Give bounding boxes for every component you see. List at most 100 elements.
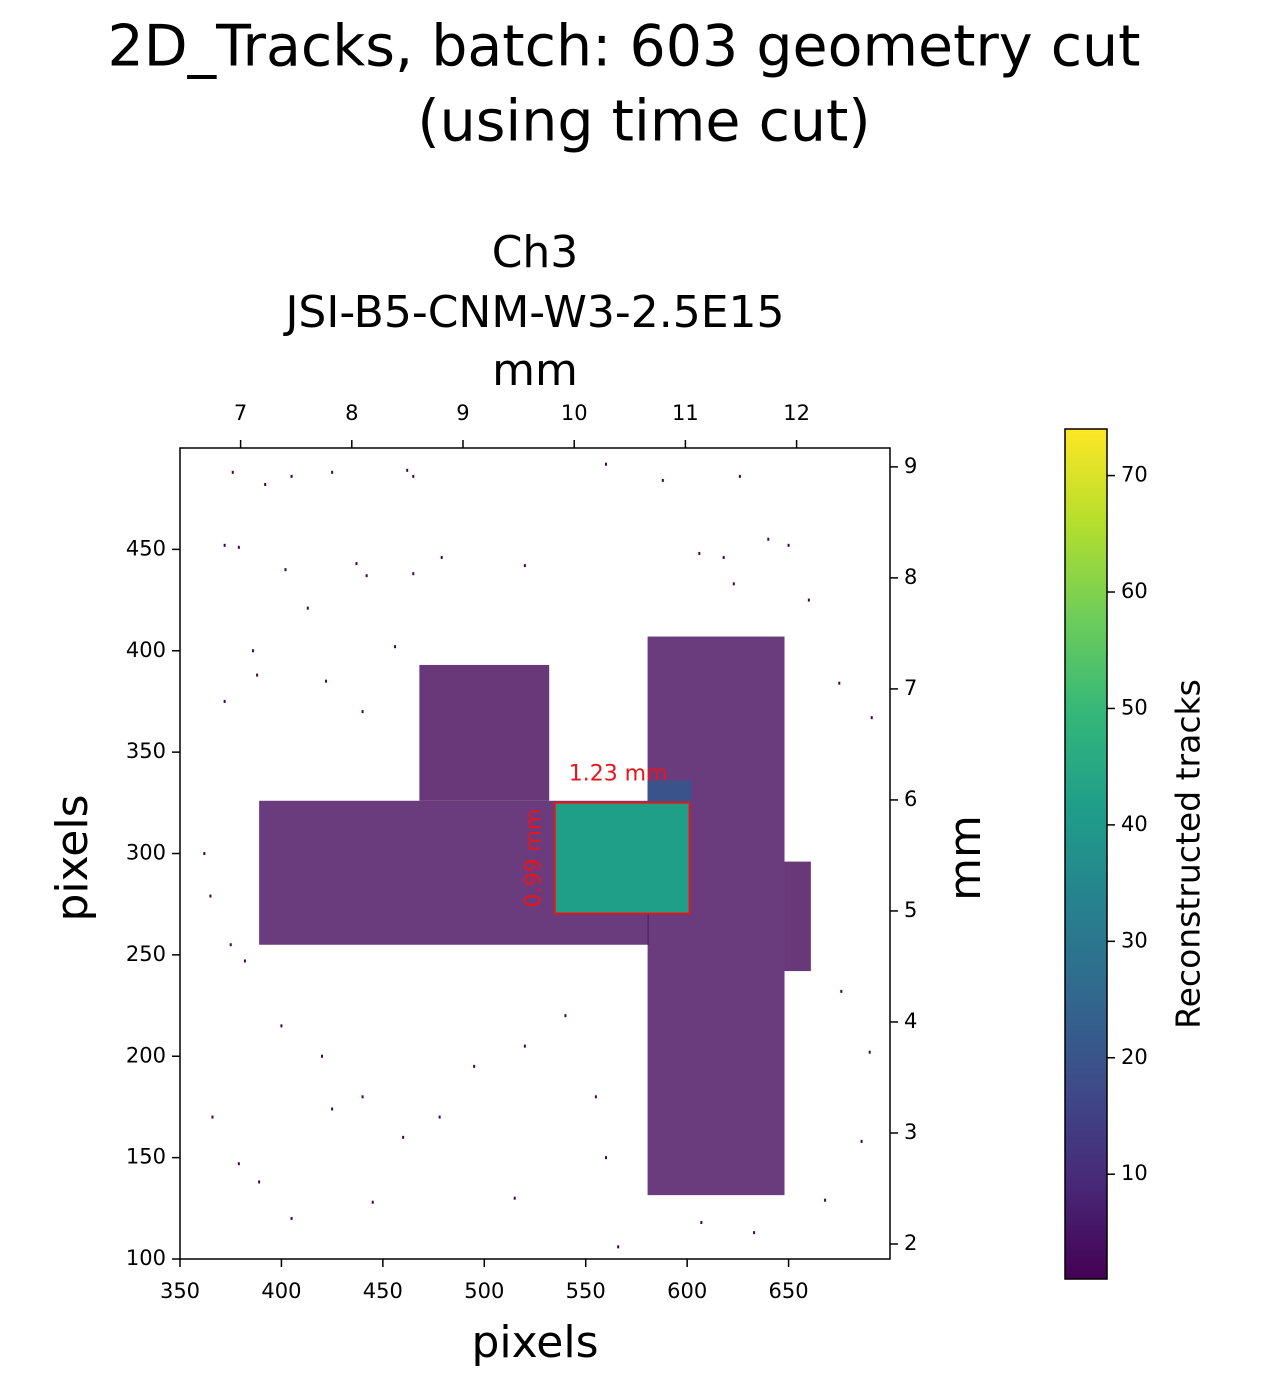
hist-point (365, 574, 368, 578)
hist-point (331, 470, 334, 474)
hist-point (203, 852, 206, 855)
hist-point (402, 1135, 405, 1139)
hist-point (412, 474, 415, 478)
hist-point (807, 598, 810, 602)
y-tick-label: 100 (126, 1246, 166, 1270)
y2-label: mm (940, 815, 991, 901)
hist-point (264, 482, 267, 486)
colorbar (1064, 428, 1108, 1280)
hist-point (355, 562, 358, 566)
chart-title: 2D_Tracks, batch: 603 geometry cut (107, 14, 1140, 80)
hist-point (258, 1180, 261, 1184)
x-tick-label: 500 (464, 1279, 504, 1303)
hist-point (868, 1050, 871, 1054)
y-tick-label: 250 (126, 942, 166, 966)
hist-point (284, 568, 287, 572)
y-tick-label: 350 (126, 739, 166, 763)
y2-tick-label: 4 (904, 1009, 917, 1033)
hist-point (860, 1139, 863, 1143)
hist-point (732, 582, 735, 586)
hist-cell (647, 636, 785, 1196)
hist-point (824, 1198, 827, 1202)
hist-point (237, 545, 240, 549)
x-label: pixels (471, 1317, 598, 1368)
hist-point (738, 474, 741, 478)
hist-point (371, 1200, 374, 1204)
hist-point (223, 543, 226, 547)
hist-point (617, 1245, 620, 1249)
colorbar-label: Reconstructed tracks (1169, 679, 1208, 1029)
hist-point (722, 555, 725, 559)
colorbar-tick-label: 40 (1121, 812, 1148, 836)
plot-title: JSI-B5-CNM-W3-2.5E15 (282, 287, 784, 338)
y-label: pixels (47, 794, 98, 921)
hist-point (321, 1054, 323, 1058)
hist-point (513, 1196, 516, 1200)
hist-point (753, 1231, 756, 1235)
y-tick-label: 200 (126, 1043, 166, 1067)
hist-point (211, 1115, 214, 1119)
y2-tick-label: 9 (904, 454, 917, 478)
x2-label: mm (492, 345, 578, 396)
y2-tick-label: 2 (904, 1231, 917, 1255)
hist-point (223, 699, 226, 703)
colorbar-tick-label: 70 (1121, 463, 1148, 487)
hist-point (605, 1156, 607, 1160)
hist-point (840, 989, 843, 993)
hist-point (331, 1107, 334, 1111)
x-tick-label: 600 (667, 1279, 707, 1303)
hist-point (325, 679, 328, 683)
hist-point (406, 468, 409, 472)
hist-point (787, 543, 790, 547)
hist-point (473, 1064, 476, 1068)
y2-tick-label: 6 (904, 787, 917, 811)
hist-point (564, 1014, 567, 1018)
cut-width-label: 1.23 mm (569, 762, 668, 787)
x2-tick-label: 10 (561, 401, 588, 425)
hist-point (361, 1095, 364, 1099)
x-tick-label: 550 (566, 1279, 606, 1303)
hist-cell (554, 802, 690, 914)
colorbar-tick-label: 30 (1121, 928, 1148, 952)
chart-subtitle: (using time cut) (417, 89, 870, 155)
hist-point (870, 716, 873, 720)
x-tick-label: 650 (769, 1279, 809, 1303)
colorbar-tick-label: 20 (1121, 1045, 1148, 1069)
hist-point (243, 959, 246, 963)
hist-point (229, 943, 232, 947)
x2-tick-label: 12 (783, 401, 810, 425)
hist-point (605, 462, 607, 466)
y2-tick-label: 8 (904, 565, 917, 589)
hist-point (661, 478, 664, 482)
colorbar-tick-label: 50 (1121, 695, 1148, 719)
hist-point (290, 474, 293, 478)
hist-point (767, 537, 770, 541)
x2-tick-label: 7 (234, 401, 247, 425)
hist-point (231, 470, 234, 474)
cut-height-label: 0.99 mm (522, 809, 547, 908)
hist-point (237, 1162, 240, 1166)
y2-tick-label: 5 (904, 898, 917, 922)
hist-point (306, 606, 309, 610)
y-tick-label: 450 (126, 536, 166, 560)
hist-cell (419, 664, 550, 801)
x-tick-label: 350 (160, 1279, 200, 1303)
y2-tick-label: 3 (904, 1120, 917, 1144)
y-tick-label: 400 (126, 638, 166, 662)
plot-title: Ch3 (492, 227, 579, 278)
hist-point (523, 564, 526, 568)
x2-tick-label: 8 (345, 401, 358, 425)
y-tick-label: 150 (126, 1145, 166, 1169)
hist-cell (784, 861, 811, 972)
hist-point (252, 649, 255, 653)
y2-tick-label: 7 (904, 676, 917, 700)
colorbar-tick-label: 60 (1121, 579, 1148, 603)
hist-point (438, 1115, 441, 1119)
x2-tick-label: 9 (456, 401, 469, 425)
hist-point (280, 1024, 283, 1028)
hist-point (440, 555, 443, 559)
hist-cell (647, 780, 692, 803)
x-tick-label: 450 (363, 1279, 403, 1303)
hist-point (256, 673, 259, 677)
